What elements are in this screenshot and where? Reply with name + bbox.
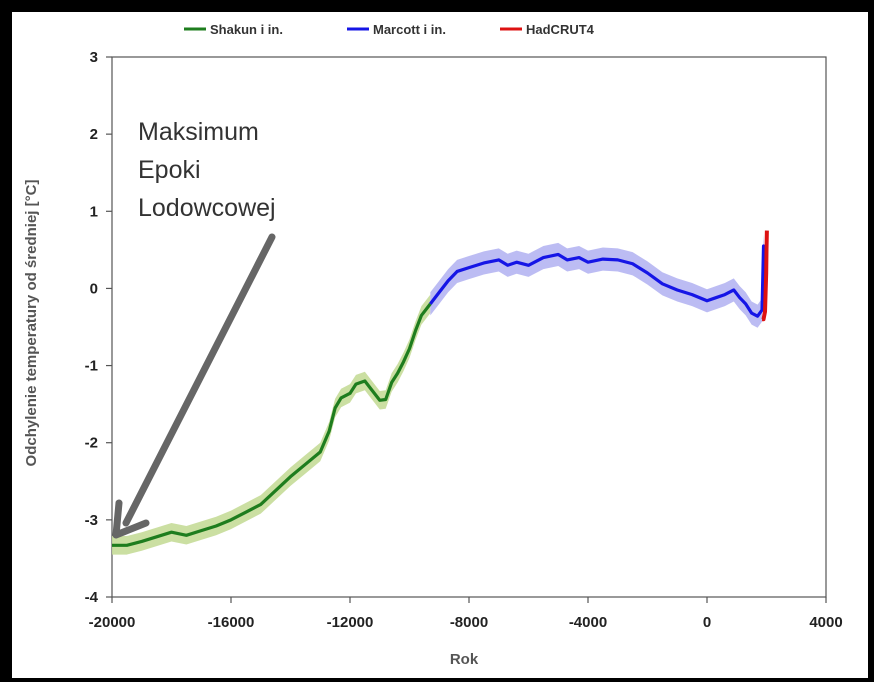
y-tick-label: 2 — [90, 126, 98, 143]
annotation-text: Epoki — [138, 156, 201, 184]
x-tick-label: -8000 — [450, 614, 488, 631]
annotation-arrow-head — [112, 499, 150, 539]
legend-entry: Shakun i in. — [210, 22, 283, 37]
y-axis-label: Odchylenie temperatury od średniej [°C] — [23, 180, 40, 467]
y-tick-label: -3 — [85, 512, 98, 529]
y-tick-label: 0 — [90, 280, 98, 297]
x-tick-label: -16000 — [208, 614, 255, 631]
legend-entry: Marcott i in. — [373, 22, 446, 37]
uncertainty-band-marcott-i-in- — [430, 234, 766, 328]
x-tick-label: -4000 — [569, 614, 607, 631]
y-tick-label: -2 — [85, 435, 98, 452]
annotation-arrow-shaft — [122, 233, 276, 527]
series-line-hadcrut4 — [761, 230, 769, 322]
x-tick-label: 0 — [703, 614, 711, 631]
series-line-shakun-i-in — [112, 302, 432, 547]
legend: Shakun i in. Marcott i in. HadCRUT4 — [184, 22, 595, 37]
x-tick-label: -20000 — [89, 614, 136, 631]
y-tick-label: 3 — [90, 49, 98, 66]
chart-panel — [12, 12, 868, 678]
annotation-text: Lodowcowej — [138, 194, 276, 222]
annotation-text: Maksimum — [138, 118, 259, 146]
y-tick-label: 1 — [90, 203, 98, 220]
y-tick-label: -4 — [85, 589, 99, 606]
legend-entry: HadCRUT4 — [526, 22, 595, 37]
uncertainty-band-shakun-i-in- — [112, 294, 431, 555]
x-tick-label: 4000 — [809, 614, 842, 631]
y-tick-label: -1 — [85, 358, 98, 375]
x-tick-label: -12000 — [327, 614, 374, 631]
x-axis-label: Rok — [450, 651, 479, 668]
